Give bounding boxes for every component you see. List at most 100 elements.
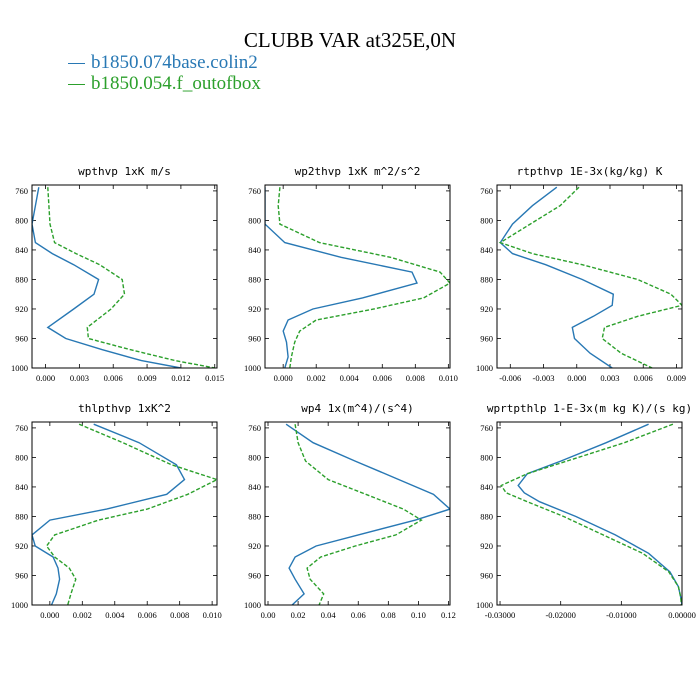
x-tick-label: -0.003 xyxy=(533,373,555,383)
legend-line-1 xyxy=(68,63,85,65)
series-line-1 xyxy=(499,186,615,368)
series-line-2 xyxy=(47,187,215,368)
x-tick-label: -0.02000 xyxy=(545,610,575,620)
panel-2: wp2thvp 1xK m^2/s^2 760 800 840 880 920 960 100… xyxy=(244,165,458,383)
y-tick-label: 880 xyxy=(480,274,493,284)
y-tick-label: 760 xyxy=(248,423,261,433)
y-tick-label: 760 xyxy=(480,423,493,433)
x-tick-label: 0.006 xyxy=(104,373,123,383)
x-tick-label: 0.06 xyxy=(351,610,366,620)
y-tick-label: 840 xyxy=(248,245,261,255)
x-tick-label: 0.010 xyxy=(203,610,222,620)
y-tick-label: 880 xyxy=(15,274,28,284)
y-tick-label: 920 xyxy=(15,541,28,551)
y-tick-label: 800 xyxy=(480,215,493,225)
series-line-1 xyxy=(32,187,182,368)
y-tick-label: 800 xyxy=(248,452,261,462)
x-tick-label: 0.008 xyxy=(406,373,425,383)
series-line-2 xyxy=(498,186,682,368)
x-tick-label: 0.006 xyxy=(138,610,157,620)
x-tick-label: 0.12 xyxy=(441,610,456,620)
panel-title: wpthvp 1xK m/s xyxy=(78,165,171,178)
series-line-2 xyxy=(294,424,423,605)
x-tick-label: 0.08 xyxy=(381,610,396,620)
y-tick-label: 800 xyxy=(15,452,28,462)
x-tick-label: 0.004 xyxy=(105,610,125,620)
panel-frame xyxy=(31,184,218,369)
panel-frame xyxy=(496,184,683,369)
x-tick-label: 0.002 xyxy=(73,610,92,620)
y-tick-label: 1000 xyxy=(244,363,261,373)
y-tick-label: 760 xyxy=(15,186,28,196)
y-tick-label: 960 xyxy=(480,570,493,580)
y-tick-label: 880 xyxy=(248,511,261,521)
y-tick-label: 880 xyxy=(15,511,28,521)
y-tick-label: 760 xyxy=(248,186,261,196)
x-tick-label: 0.00 xyxy=(261,610,276,620)
y-tick-label: 1000 xyxy=(476,363,493,373)
y-tick-label: 960 xyxy=(248,570,261,580)
x-tick-label: 0.010 xyxy=(439,373,458,383)
panel-3: rtpthvp 1E-3x(kg/kg) K 760 800 840 880 920 960… xyxy=(476,165,686,383)
series-line-2 xyxy=(277,187,450,368)
panel-1: wpthvp 1xK m/s 760 800 840 880 920 960 1000 0.00… xyxy=(11,165,224,383)
x-tick-label: 0.10 xyxy=(411,610,426,620)
y-tick-label: 880 xyxy=(480,511,493,521)
x-tick-label: 0.003 xyxy=(70,373,89,383)
y-tick-label: 920 xyxy=(248,541,261,551)
panel-title: rtpthvp 1E-3x(kg/kg) K xyxy=(517,165,663,178)
series-line-1 xyxy=(32,423,186,605)
x-tick-label: 0.004 xyxy=(340,373,360,383)
y-tick-label: 960 xyxy=(15,570,28,580)
y-tick-label: 840 xyxy=(15,245,28,255)
y-tick-label: 800 xyxy=(15,215,28,225)
legend-entry-1: b1850.074base.colin2 xyxy=(68,52,258,74)
legend-label-1: b1850.074base.colin2 xyxy=(91,52,258,73)
y-tick-label: 920 xyxy=(15,304,28,314)
series-line-2 xyxy=(45,423,217,605)
panel-title: wp2thvp 1xK m^2/s^2 xyxy=(295,165,421,178)
y-tick-label: 840 xyxy=(480,482,493,492)
y-tick-label: 920 xyxy=(480,541,493,551)
x-tick-label: 0.009 xyxy=(137,373,156,383)
y-tick-label: 920 xyxy=(248,304,261,314)
y-tick-label: 880 xyxy=(248,274,261,284)
y-tick-label: 760 xyxy=(15,423,28,433)
x-tick-label: 0.000 xyxy=(40,610,59,620)
panel-title: thlpthvp 1xK^2 xyxy=(78,402,171,415)
y-tick-label: 840 xyxy=(15,482,28,492)
x-tick-label: 0.04 xyxy=(321,610,337,620)
y-tick-label: 960 xyxy=(480,333,493,343)
legend-line-2 xyxy=(68,84,85,86)
panel-title: wp4 1x(m^4)/(s^4) xyxy=(301,402,414,415)
panel-4: thlpthvp 1xK^2 760 800 840 880 920 960 1000 0.00… xyxy=(11,402,222,620)
x-tick-label: 0.000 xyxy=(274,373,293,383)
series-line-1 xyxy=(517,423,682,605)
y-tick-label: 960 xyxy=(15,333,28,343)
panel-title: wprtpthlp 1-E-3x(m kg K)/(s kg) xyxy=(487,402,692,415)
y-tick-label: 960 xyxy=(248,333,261,343)
x-tick-label: 0.00000 xyxy=(668,610,696,620)
panel-frame xyxy=(31,421,218,606)
x-tick-label: 0.02 xyxy=(291,610,306,620)
x-tick-label: 0.000 xyxy=(36,373,55,383)
panel-6: wprtpthlp 1-E-3x(m kg K)/(s kg) 760 800 840… xyxy=(476,402,696,620)
x-tick-label: 0.015 xyxy=(205,373,224,383)
panel-frame xyxy=(264,184,451,369)
x-tick-label: 0.009 xyxy=(667,373,686,383)
y-tick-label: 760 xyxy=(480,186,493,196)
x-tick-label: 0.000 xyxy=(567,373,586,383)
panel-5: wp4 1x(m^4)/(s^4)76080084088092096010000… xyxy=(244,402,456,620)
series-line-1 xyxy=(285,423,450,605)
series-line-2 xyxy=(500,423,682,605)
x-tick-label: -0.03000 xyxy=(485,610,515,620)
series-line-1 xyxy=(265,187,418,368)
x-tick-label: 0.006 xyxy=(634,373,653,383)
y-tick-label: 800 xyxy=(248,215,261,225)
y-tick-label: 1000 xyxy=(244,600,261,610)
x-tick-label: -0.006 xyxy=(499,373,521,383)
panel-frame xyxy=(496,421,683,606)
y-tick-label: 1000 xyxy=(11,600,28,610)
